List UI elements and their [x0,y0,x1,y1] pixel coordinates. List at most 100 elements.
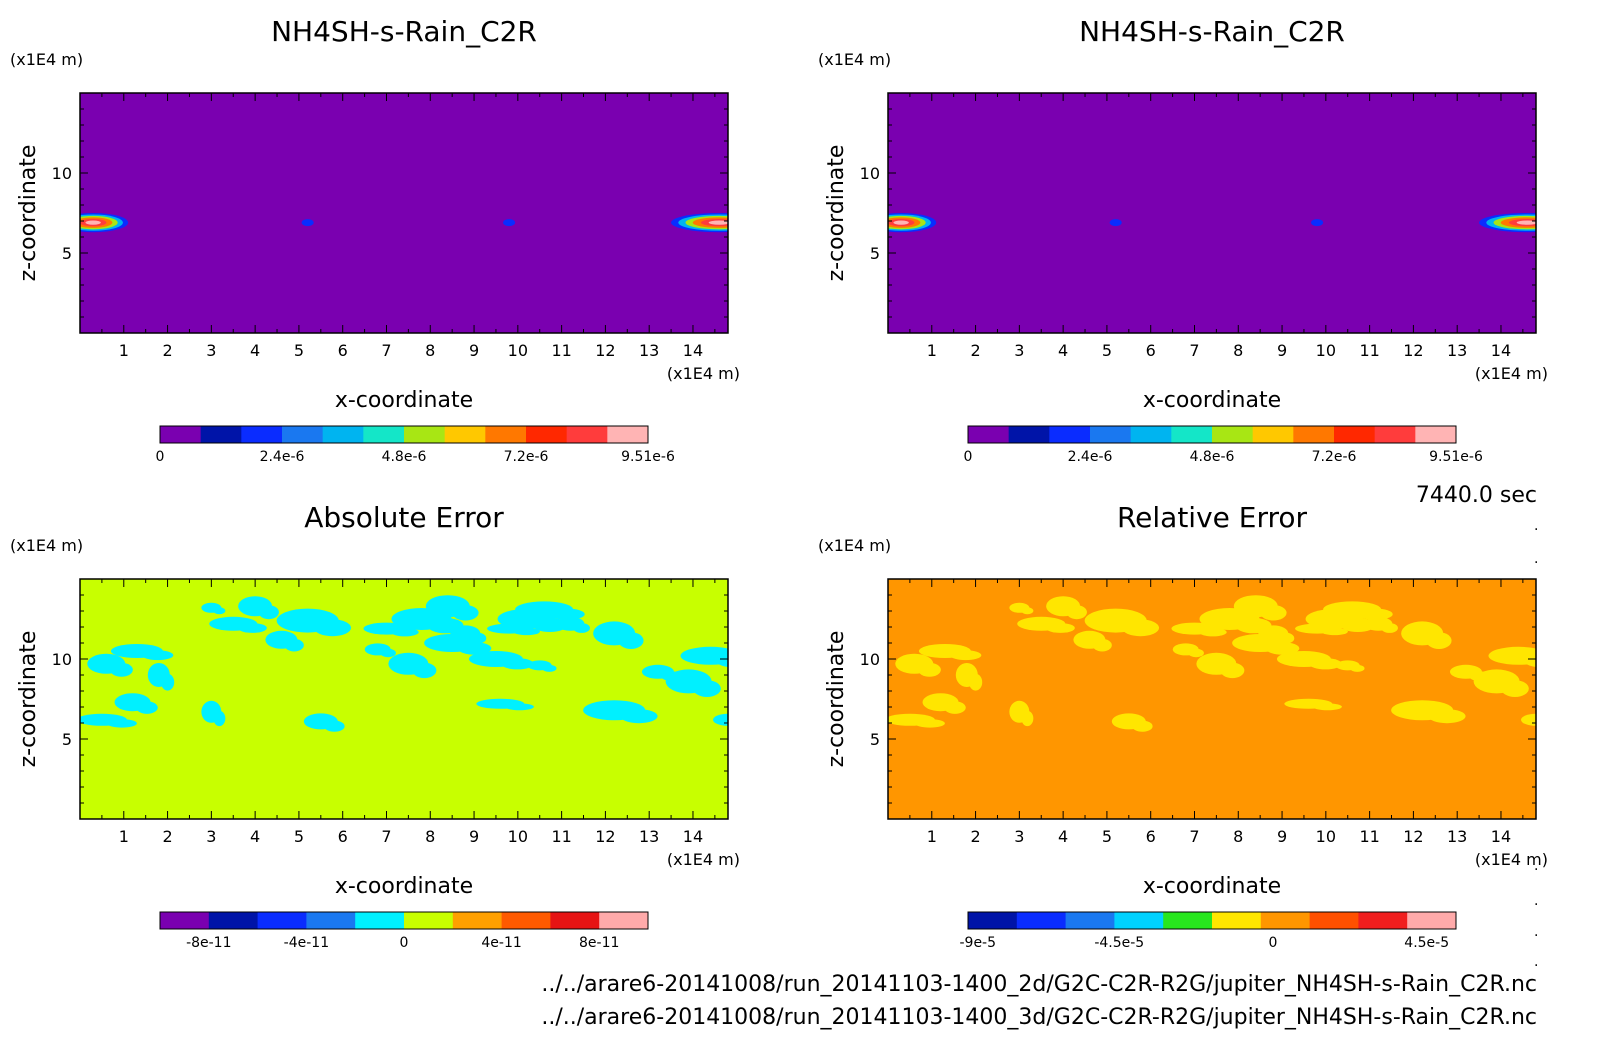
x-tick-label: 2 [970,341,980,360]
y-unit-label: (x1E4 m) [818,50,891,69]
colorbar-label: 7.2e-6 [1312,449,1357,465]
y-axis-label: z-coordinate [16,631,41,768]
x-tick-label: 3 [206,827,216,846]
stray-dot: . [1534,954,1538,970]
colorbar-frame [967,425,1457,444]
colorbar-segment [160,426,202,443]
x-tick-label: 6 [1146,827,1156,846]
plot-area [80,93,728,333]
colorbar-segment [566,426,608,443]
colorbar-segment [1252,426,1294,443]
error-patch [136,701,158,714]
y-unit-label: (x1E4 m) [10,536,83,555]
error-patch [618,632,644,649]
error-patch [1121,619,1160,637]
x-tick-label: 2 [162,341,172,360]
x-axis-label: x-coordinate [335,388,473,413]
error-patch [573,623,590,633]
colorbar-frame [159,425,649,444]
rain-dot [503,219,516,227]
error-patch [731,719,749,727]
colorbar-segment [1260,912,1311,929]
x-tick-label: 3 [206,341,216,360]
x-tick-label: 9 [1277,827,1287,846]
x-tick-label: 5 [1102,341,1112,360]
x-tick-label: 13 [639,341,659,360]
y-tick-label: 5 [870,244,880,263]
colorbar-segment [452,912,503,929]
colorbar-segment [1212,426,1254,443]
chart-p3: Absolute Error(x1E4 m)1 2 3 4 5 6 7 8 9 10 11 12 13 1… [10,501,749,951]
colorbar-label: 4e-11 [481,935,521,951]
error-patch [505,703,534,711]
x-tick-label: 5 [294,341,304,360]
time-label: 7440.0 sec [1416,483,1537,508]
x-tick-label: 14 [1491,341,1511,360]
colorbar-segment [968,912,1018,929]
x-tick-label: 14 [683,827,703,846]
error-patch [1260,605,1287,621]
colorbar-label: 4.8e-6 [382,449,427,465]
colorbar-segment [363,426,405,443]
error-patch [513,628,540,636]
x-tick-label: 5 [294,827,304,846]
error-patch [110,662,133,677]
error-patch [1357,608,1393,620]
error-patch [1092,638,1112,652]
error-patch [1046,623,1075,633]
colorbar-segment [1049,426,1091,443]
y-tick-label: 5 [870,730,880,749]
x-tick-label: 8 [1233,827,1243,846]
error-patch [1265,642,1300,655]
x-tick-label: 8 [425,827,435,846]
colorbar-label: 9.51e-6 [621,449,675,465]
colorbar-segment [526,426,568,443]
error-patch [549,608,585,620]
y-tick-label: 5 [62,244,72,263]
colorbar-segment [550,912,600,929]
file-path-2d: ../../arare6-20141008/run_20141103-1400_… [541,972,1537,997]
stray-dot: . [1534,893,1538,909]
y-tick-label: 10 [52,164,72,183]
error-patch [680,646,728,665]
colorbar-label: 4.5e-5 [1404,935,1449,951]
error-patch [693,680,721,697]
x-tick-label: 4 [250,827,260,846]
x-tick-label: 9 [469,341,479,360]
x-tick-label: 6 [338,827,348,846]
colorbar-label: 2.4e-6 [1068,449,1113,465]
x-tick-label: 7 [381,827,391,846]
error-patch [969,673,983,691]
error-patch [1539,719,1557,727]
plot-background [80,93,728,333]
colorbar-frame [159,911,649,930]
error-patch [1426,632,1452,649]
x-tick-label: 4 [1058,827,1068,846]
colorbar-segment [968,426,1010,443]
colorbar-frame [967,911,1457,930]
colorbar-segment [599,912,649,929]
x-unit-label: (x1E4 m) [1475,850,1548,869]
colorbar-segment [1016,912,1067,929]
x-tick-label: 14 [683,341,703,360]
x-tick-label: 1 [927,341,937,360]
colorbar-label: -4.5e-5 [1094,935,1144,951]
error-patch [1021,607,1034,615]
x-tick-label: 11 [551,827,571,846]
colorbar-segment [1334,426,1376,443]
file-path-3d: ../../arare6-20141008/run_20141103-1400_… [541,1005,1537,1030]
x-tick-label: 2 [970,827,980,846]
x-tick-label: 2 [162,827,172,846]
x-tick-label: 8 [1233,341,1243,360]
colorbar-label: 9.51e-6 [1429,449,1483,465]
plot-background [888,93,1536,333]
colorbar-segment [1171,426,1213,443]
x-tick-label: 1 [119,827,129,846]
x-tick-label: 11 [1359,341,1379,360]
x-tick-label: 9 [469,827,479,846]
x-tick-label: 1 [119,341,129,360]
x-axis-label: x-coordinate [1143,388,1281,413]
x-tick-label: 12 [595,341,615,360]
x-tick-label: 4 [1058,341,1068,360]
